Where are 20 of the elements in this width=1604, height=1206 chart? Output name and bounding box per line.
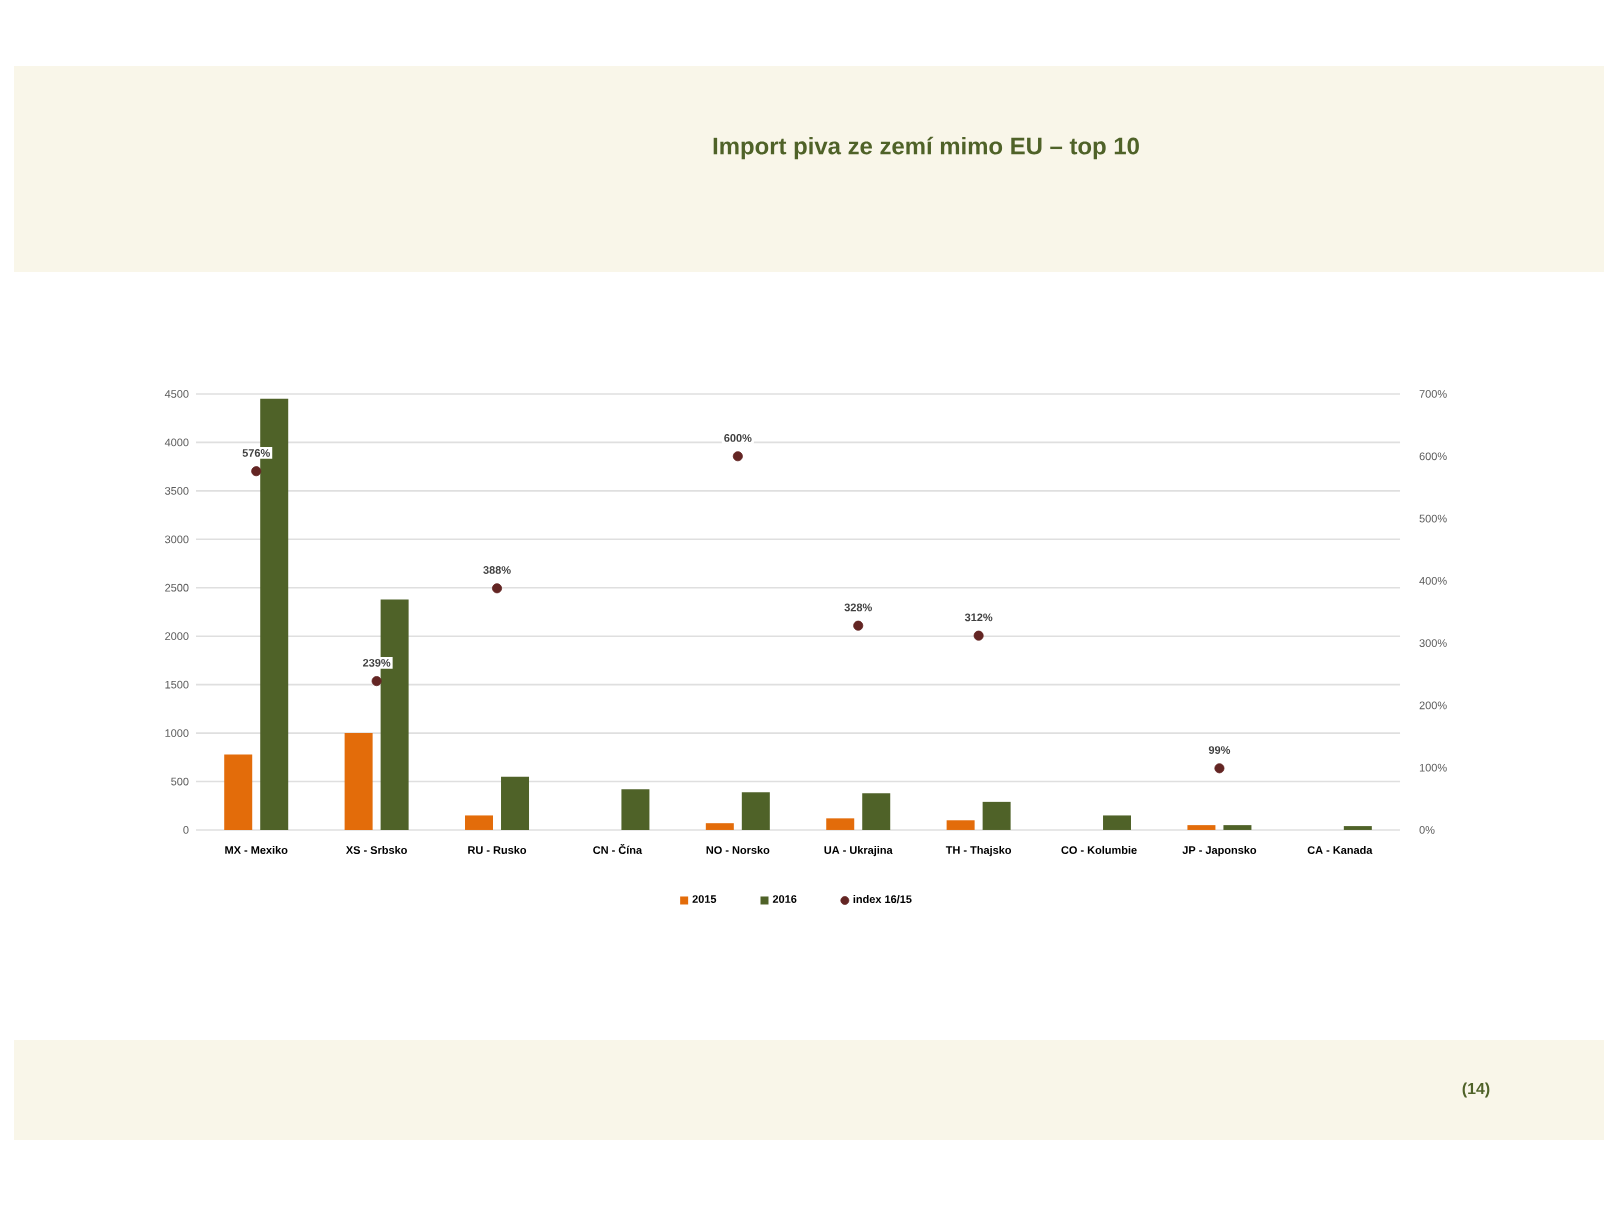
- bar: [465, 815, 494, 830]
- point: [1214, 763, 1225, 774]
- bar: [705, 823, 734, 830]
- bar: [344, 733, 373, 830]
- bar: [982, 801, 1011, 830]
- point: [853, 620, 864, 631]
- bar: [862, 793, 891, 830]
- chart-title: Import piva ze zemí mimo EU – top 10: [713, 136, 1139, 160]
- bar: [946, 820, 975, 830]
- bar: [1103, 815, 1132, 830]
- point: [732, 451, 743, 462]
- bar: [741, 792, 770, 830]
- bar: [621, 789, 650, 830]
- point: [251, 466, 262, 477]
- bar: [224, 754, 253, 830]
- bar: [501, 776, 530, 830]
- bar: [826, 818, 855, 830]
- point: [973, 630, 984, 641]
- point: [492, 583, 503, 594]
- point: [371, 676, 382, 687]
